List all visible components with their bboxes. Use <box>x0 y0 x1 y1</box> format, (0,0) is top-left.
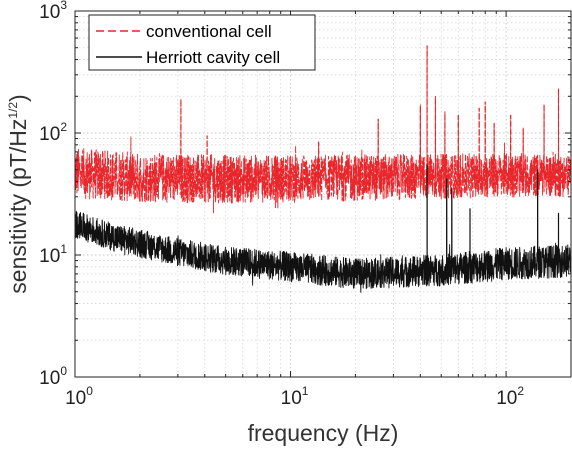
plot-area <box>75 11 572 377</box>
series-layer <box>74 45 572 293</box>
y-axis-label-main: sensitivity (pT/Hz <box>5 119 31 294</box>
tick-marks <box>74 10 572 378</box>
y-axis-label-exp: 1/2 <box>6 102 20 119</box>
series-line-herriott-cavity-cell <box>74 164 572 293</box>
plot-frame <box>74 10 572 378</box>
y-tick-label: 101 <box>39 242 67 267</box>
x-tick-label: 101 <box>281 384 309 409</box>
legend: conventional cell Herriott cavity cell <box>88 14 316 71</box>
series-line-conventional-cell <box>74 45 572 214</box>
legend-label-conventional-cell: conventional cell <box>146 22 272 41</box>
y-tick-label: 103 <box>39 0 67 23</box>
legend-label-herriott-cavity-cell: Herriott cavity cell <box>146 48 280 67</box>
y-tick-label: 100 <box>39 364 67 389</box>
y-tick-label: 102 <box>39 120 67 145</box>
tick-labels: 100 101 102 100 101 102 103 <box>39 0 524 409</box>
x-tick-label: 100 <box>65 384 93 409</box>
x-tick-label: 102 <box>496 384 524 409</box>
x-axis-label: frequency (Hz) <box>248 420 399 446</box>
y-axis-label: sensitivity (pT/Hz1/2) <box>5 94 31 293</box>
legend-box <box>88 14 316 71</box>
y-axis-label-end: ) <box>5 94 31 102</box>
